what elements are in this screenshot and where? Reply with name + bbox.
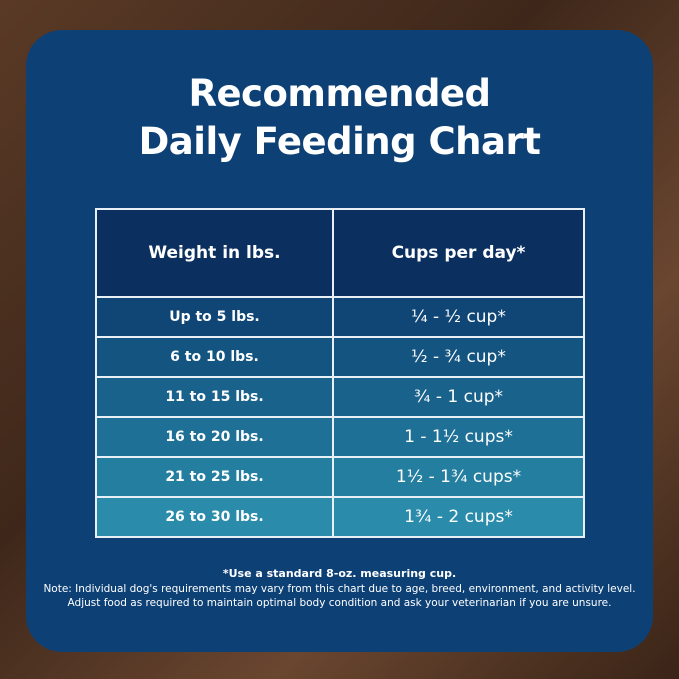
table-row: Up to 5 lbs. ¼ - ½ cup* bbox=[95, 296, 585, 338]
title-line-1: Recommended bbox=[188, 72, 491, 115]
table-header-row: Weight in lbs. Cups per day* bbox=[95, 208, 585, 298]
table-row: 26 to 30 lbs. 1¾ - 2 cups* bbox=[95, 496, 585, 538]
page-title: Recommended Daily Feeding Chart bbox=[0, 70, 679, 166]
table-row: 16 to 20 lbs. 1 - 1½ cups* bbox=[95, 416, 585, 458]
table-row: 6 to 10 lbs. ½ - ¾ cup* bbox=[95, 336, 585, 378]
weight-cell: 6 to 10 lbs. bbox=[95, 336, 334, 378]
title-line-2: Daily Feeding Chart bbox=[138, 120, 541, 163]
weight-cell: 11 to 15 lbs. bbox=[95, 376, 334, 418]
weight-cell: 16 to 20 lbs. bbox=[95, 416, 334, 458]
note-line-2: Adjust food as required to maintain opti… bbox=[67, 597, 612, 609]
weight-cell: 26 to 30 lbs. bbox=[95, 496, 334, 538]
footnote: *Use a standard 8-oz. measuring cup. bbox=[222, 567, 457, 580]
cups-cell: ½ - ¾ cup* bbox=[332, 336, 585, 378]
table-row: 21 to 25 lbs. 1½ - 1¾ cups* bbox=[95, 456, 585, 498]
note-line-1: Note: Individual dog's requirements may … bbox=[43, 582, 636, 595]
cups-cell: ¾ - 1 cup* bbox=[332, 376, 585, 418]
weight-cell: Up to 5 lbs. bbox=[95, 296, 334, 338]
table-row: 11 to 15 lbs. ¾ - 1 cup* bbox=[95, 376, 585, 418]
footer-notes: *Use a standard 8-oz. measuring cup. Not… bbox=[0, 567, 679, 611]
cups-cell: ¼ - ½ cup* bbox=[332, 296, 585, 338]
cups-cell: 1 - 1½ cups* bbox=[332, 416, 585, 458]
feeding-table: Weight in lbs. Cups per day* Up to 5 lbs… bbox=[95, 208, 585, 538]
cups-cell: 1¾ - 2 cups* bbox=[332, 496, 585, 538]
header-cups: Cups per day* bbox=[332, 208, 585, 298]
cups-cell: 1½ - 1¾ cups* bbox=[332, 456, 585, 498]
weight-cell: 21 to 25 lbs. bbox=[95, 456, 334, 498]
header-weight: Weight in lbs. bbox=[95, 208, 334, 298]
